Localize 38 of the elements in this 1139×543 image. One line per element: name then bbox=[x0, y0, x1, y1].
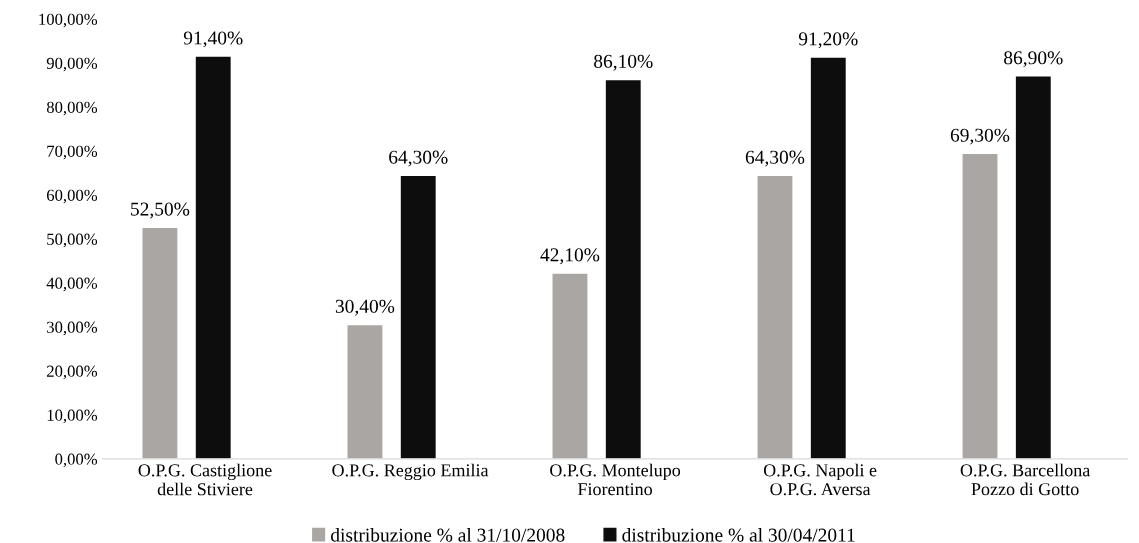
bar bbox=[347, 325, 383, 459]
y-tick-label: 50,00% bbox=[47, 233, 98, 248]
legend-label: distribuzione % al 30/04/2011 bbox=[622, 527, 855, 542]
y-tick-label: 10,00% bbox=[47, 409, 98, 424]
data-label: 69,30% bbox=[950, 128, 1010, 145]
y-tick-label: 100,00% bbox=[39, 13, 98, 28]
data-label: 52,50% bbox=[131, 202, 190, 219]
bar bbox=[552, 273, 588, 459]
x-tick-label: O.P.G. Barcellona Pozzo di Gotto bbox=[960, 463, 1091, 496]
legend-label: distribuzione % al 31/10/2008 bbox=[331, 527, 565, 542]
bar bbox=[605, 80, 641, 459]
bar bbox=[1015, 76, 1051, 459]
bar bbox=[962, 154, 998, 459]
y-tick-label: 80,00% bbox=[46, 101, 98, 116]
x-tick-label: O.P.G. Reggio Emilia bbox=[332, 463, 489, 481]
data-label: 91,40% bbox=[183, 31, 243, 48]
x-tick-label: O.P.G. Montelupo Fiorentino bbox=[550, 463, 681, 496]
bar bbox=[757, 176, 793, 459]
y-tick-label: 70,00% bbox=[47, 145, 98, 160]
data-label: 64,30% bbox=[389, 150, 448, 167]
y-tick-label: 90,00% bbox=[46, 57, 98, 72]
data-label: 86,90% bbox=[1004, 51, 1063, 68]
bar bbox=[195, 56, 231, 459]
data-label: 64,30% bbox=[745, 150, 805, 167]
y-tick-label: 40,00% bbox=[46, 277, 98, 292]
x-tick-label: O.P.G. Napoli e O.P.G. Aversa bbox=[763, 463, 877, 496]
bar bbox=[810, 57, 846, 459]
bar bbox=[400, 176, 436, 459]
data-label: 86,10% bbox=[594, 54, 653, 71]
x-tick-label: O.P.G. Castiglione delle Stiviere bbox=[138, 463, 272, 496]
data-label: 91,20% bbox=[798, 32, 858, 49]
data-label: 42,10% bbox=[540, 248, 600, 265]
y-tick-label: 20,00% bbox=[47, 365, 98, 380]
y-tick-label: 0,00% bbox=[55, 453, 98, 468]
y-tick-label: 60,00% bbox=[46, 189, 98, 204]
bar bbox=[142, 227, 178, 459]
y-tick-label: 30,00% bbox=[47, 321, 98, 336]
data-label: 30,40% bbox=[335, 299, 395, 316]
